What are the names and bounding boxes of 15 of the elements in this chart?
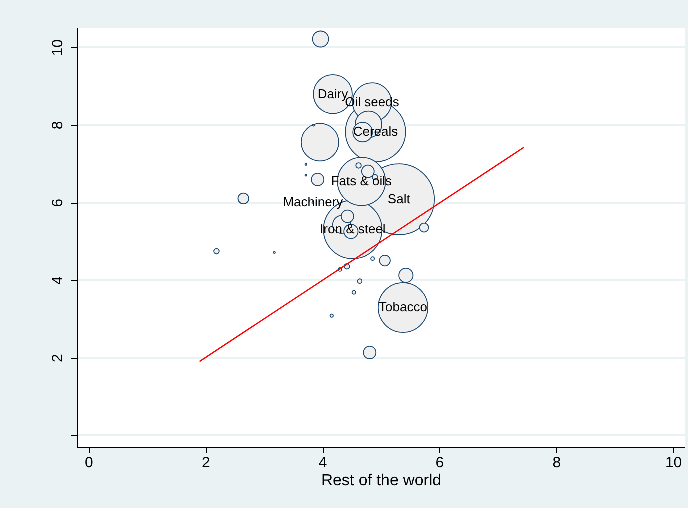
data-label: Salt [388,191,411,206]
x-tick-label: 2 [202,454,210,472]
y-tick-label: 6 [50,198,66,208]
data-label: Machinery [283,194,344,210]
y-tick-label: 10 [50,40,66,56]
x-tick-label: 8 [552,454,562,472]
data-label: Tobacco [379,300,428,315]
x-axis-title: Rest of the world [321,472,442,490]
y-tick-label: 2 [50,354,66,362]
x-tick-label: 6 [436,454,444,472]
y-tick-label: 8 [50,121,66,130]
x-tick-label: 10 [665,454,682,472]
x-tick-label: 4 [318,454,328,472]
y-tick-label: 4 [50,276,66,285]
x-tick-label: 0 [85,454,94,472]
